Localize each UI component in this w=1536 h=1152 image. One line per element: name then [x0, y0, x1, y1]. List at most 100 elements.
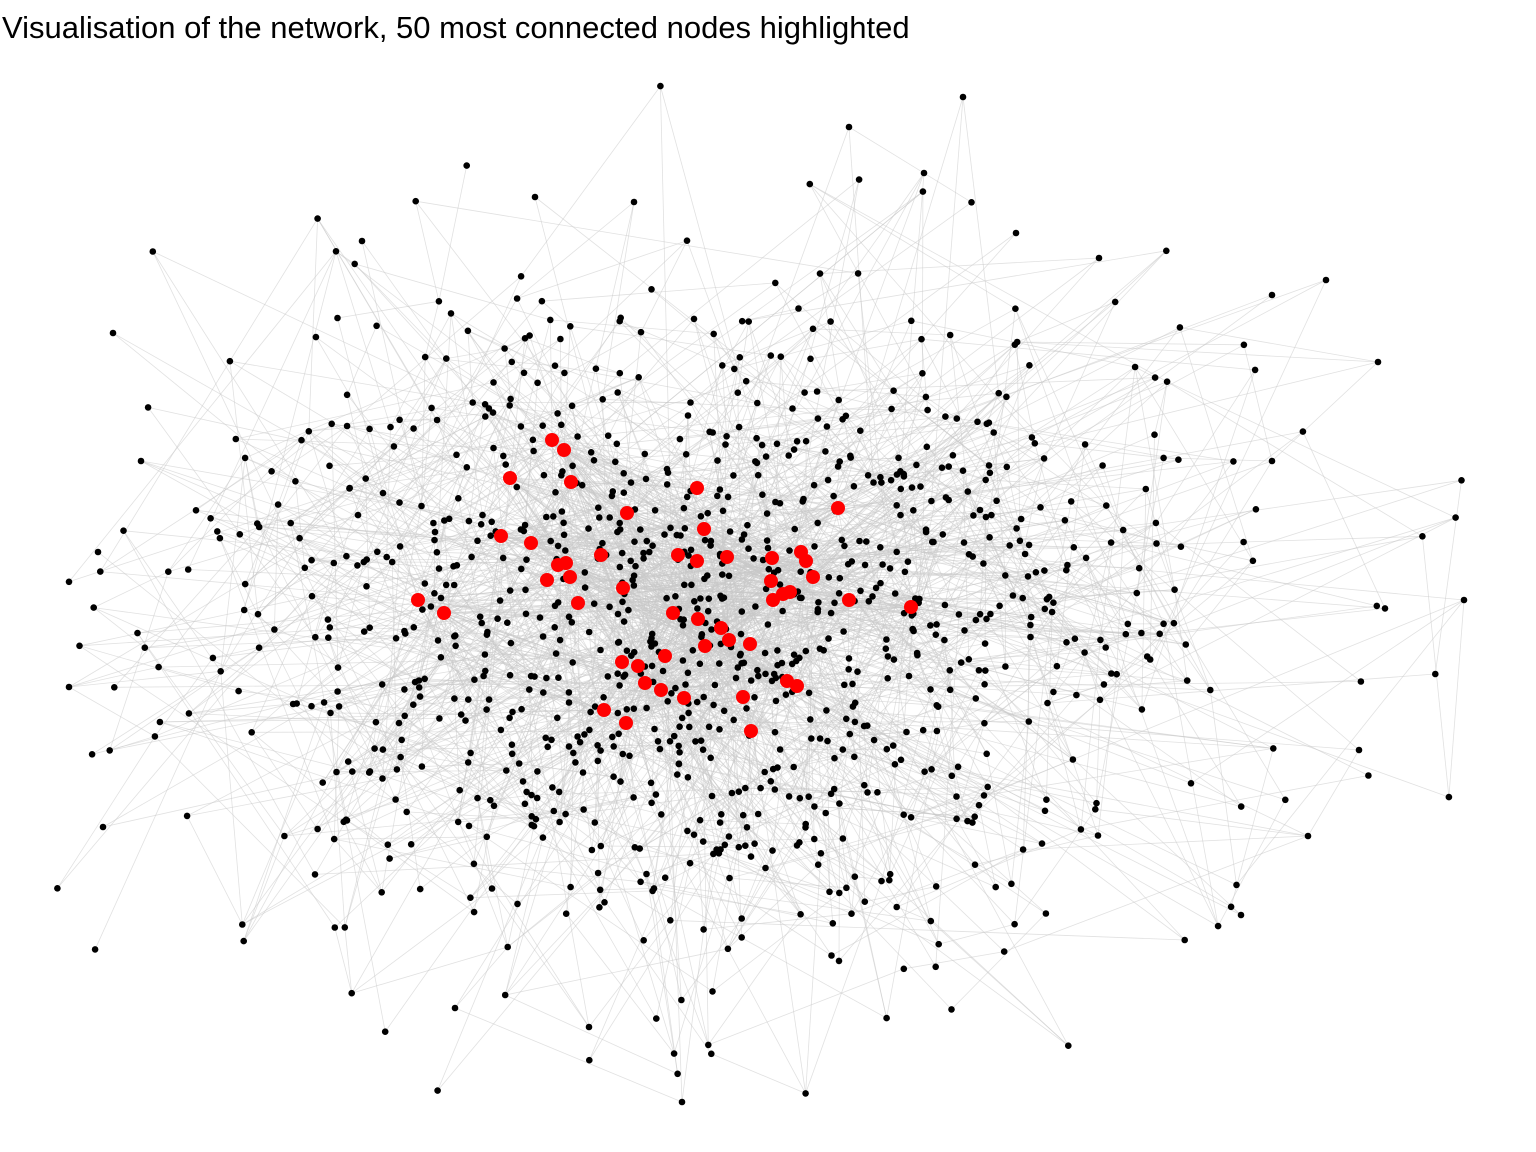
network-node — [843, 715, 850, 723]
network-edge — [1136, 381, 1168, 594]
network-edge — [833, 788, 887, 1019]
network-edge — [805, 880, 882, 1094]
network-edge — [789, 458, 1045, 551]
network-node — [851, 873, 859, 880]
network-edge — [613, 730, 752, 747]
network-edge — [563, 326, 571, 451]
network-node — [686, 859, 694, 867]
network-edge — [703, 913, 852, 930]
network-node — [522, 610, 530, 618]
network-node — [373, 322, 380, 330]
network-node — [735, 788, 743, 795]
network-node — [586, 726, 593, 734]
network-node — [882, 645, 890, 652]
network-node — [1099, 462, 1106, 469]
network-node — [410, 701, 417, 708]
network-edge — [963, 542, 1067, 643]
network-edge — [311, 595, 421, 697]
network-node — [676, 435, 684, 443]
network-edge — [951, 913, 1047, 1010]
network-node — [740, 659, 748, 667]
network-edge — [683, 697, 1360, 751]
network-edge — [900, 759, 985, 796]
network-node — [1163, 247, 1170, 255]
network-node — [614, 670, 621, 677]
network-edge — [600, 554, 627, 724]
network-edge — [550, 319, 714, 335]
network-edge — [507, 846, 636, 948]
network-node — [836, 574, 844, 582]
network-node — [651, 640, 659, 647]
network-node — [539, 834, 547, 841]
network-edge — [977, 421, 1045, 459]
network-edge — [346, 655, 666, 821]
network-node — [362, 475, 370, 482]
network-edge — [123, 530, 222, 672]
network-edge — [583, 809, 640, 849]
network-node — [790, 763, 797, 771]
network-node — [705, 595, 713, 602]
network-edge — [1084, 444, 1164, 624]
highlighted-node — [790, 679, 804, 693]
network-edge — [68, 251, 337, 583]
network-edge — [584, 734, 614, 777]
network-edge — [507, 872, 599, 948]
network-node — [791, 525, 798, 533]
network-node — [542, 734, 549, 742]
network-edge — [328, 637, 546, 739]
network-node — [627, 479, 635, 486]
network-edge — [351, 946, 508, 994]
network-node — [499, 554, 507, 562]
network-edge — [563, 449, 1175, 624]
network-node — [807, 716, 814, 723]
network-node — [523, 788, 530, 796]
network-node — [506, 402, 513, 409]
network-node — [560, 519, 567, 527]
network-node — [1073, 691, 1080, 699]
network-node — [1249, 557, 1257, 565]
network-node — [923, 443, 931, 451]
network-edge — [1027, 444, 1086, 577]
network-node — [1011, 341, 1019, 349]
network-node — [1131, 363, 1139, 371]
network-edge — [1022, 505, 1107, 599]
network-node — [908, 317, 915, 325]
network-edge — [1099, 517, 1456, 701]
network-edge — [703, 528, 1465, 601]
network-node — [378, 889, 386, 896]
network-node — [614, 639, 622, 646]
network-edge — [241, 712, 331, 925]
network-node — [416, 885, 424, 893]
network-node — [677, 616, 684, 623]
network-edge — [938, 923, 1015, 945]
network-node — [751, 694, 758, 701]
network-edge — [771, 557, 940, 945]
network-edge — [652, 528, 705, 891]
network-node — [971, 861, 979, 868]
network-node — [568, 402, 576, 410]
network-edge — [235, 438, 350, 489]
network-edge — [712, 680, 773, 855]
network-node — [667, 524, 674, 532]
network-node — [1182, 641, 1190, 648]
network-edge — [687, 663, 720, 704]
network-node — [465, 696, 472, 703]
network-node — [897, 511, 904, 519]
highlighted-node — [597, 703, 611, 717]
network-node — [980, 560, 987, 567]
network-node — [433, 549, 441, 556]
network-edge — [530, 542, 699, 620]
network-node — [924, 406, 931, 414]
network-edge — [244, 337, 526, 459]
network-node — [678, 714, 686, 722]
network-node — [1176, 324, 1184, 331]
network-edge — [1076, 542, 1112, 696]
network-edge — [756, 438, 768, 514]
network-node — [690, 831, 698, 838]
network-edge — [323, 702, 488, 838]
network-node — [696, 660, 704, 668]
network-node — [612, 458, 619, 466]
network-edge — [756, 358, 811, 464]
network-edge — [1074, 638, 1219, 927]
network-edge — [640, 489, 721, 530]
